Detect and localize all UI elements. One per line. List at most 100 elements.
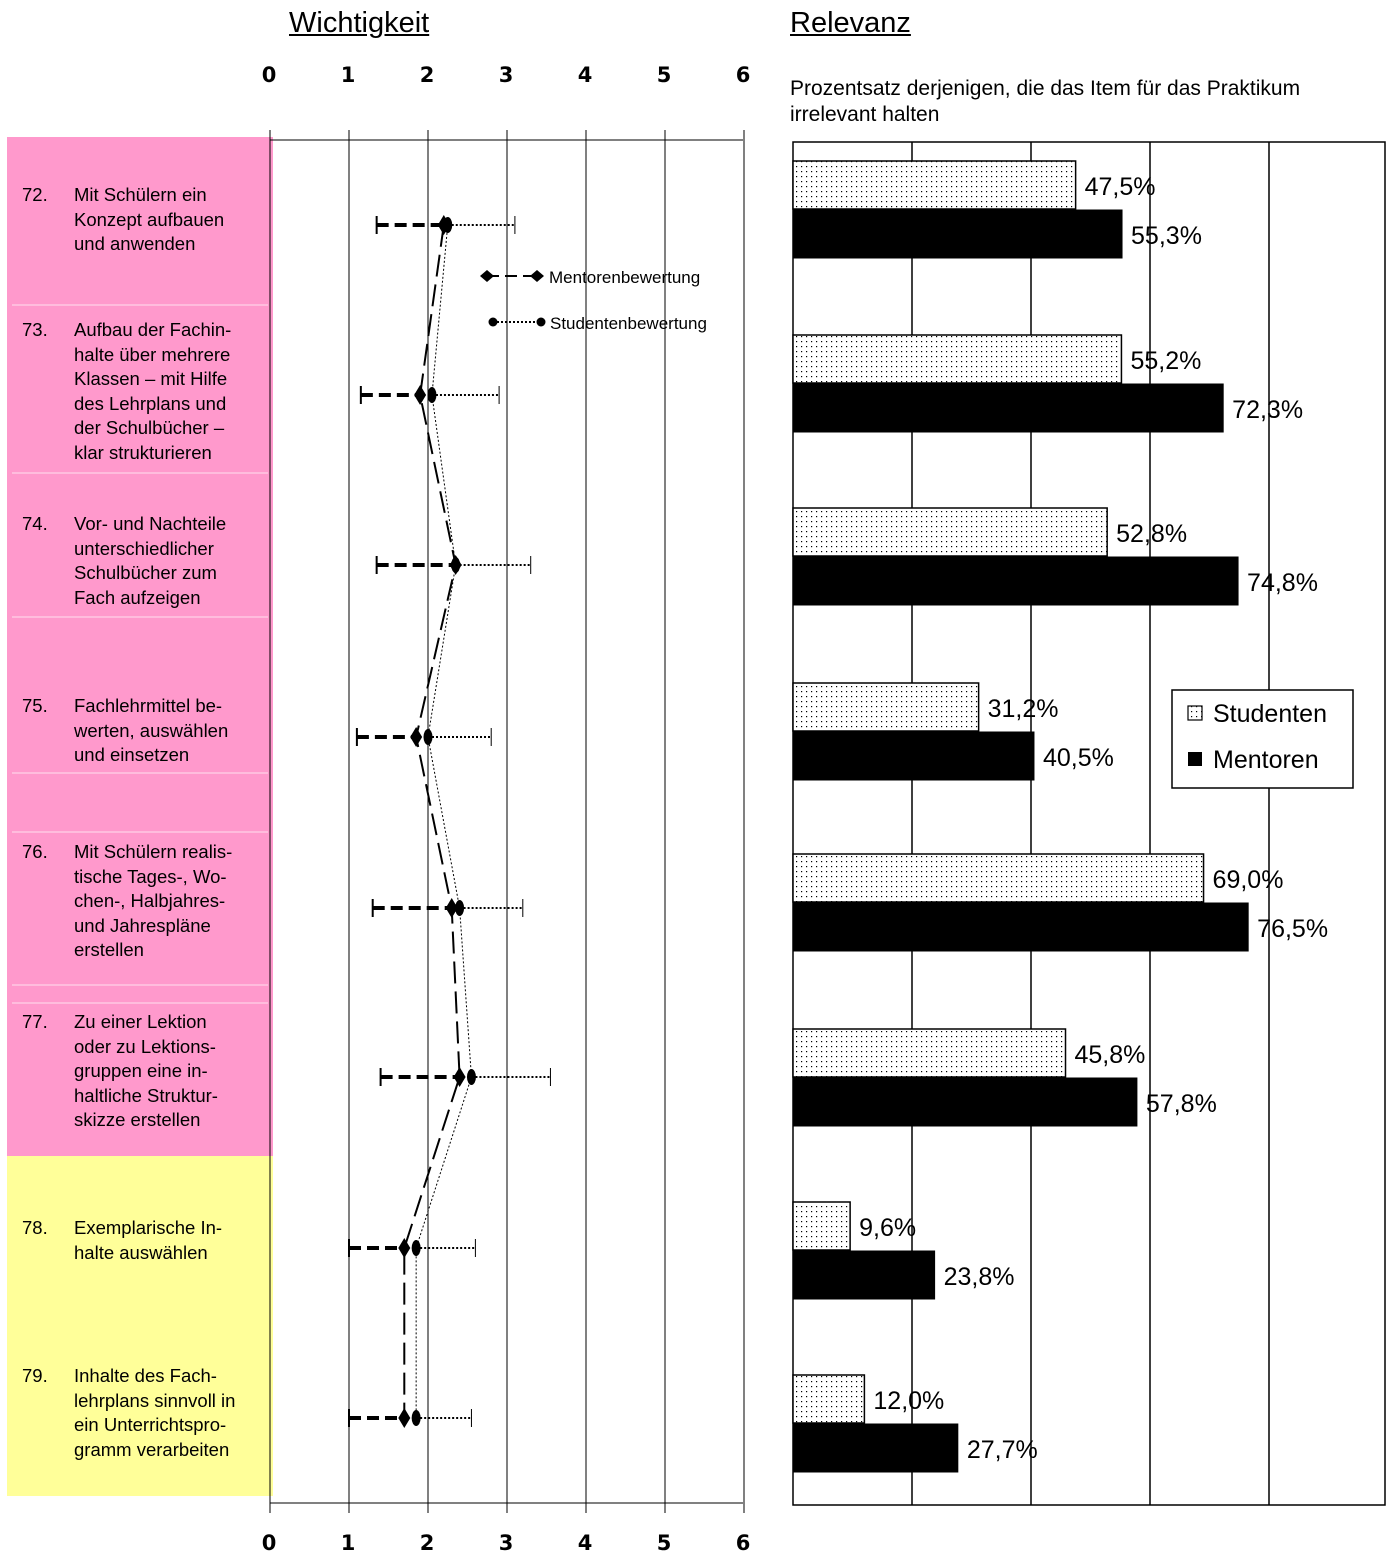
item-text: Fachlehrmittel be-werten, auswählen und e… — [74, 694, 274, 768]
studenten-bar — [792, 1028, 1067, 1078]
left-title: Wichtigkeit — [289, 7, 430, 39]
mentoren-value-label: 40,5% — [1043, 744, 1114, 772]
mentoren-bar — [792, 556, 1239, 606]
item-text: Zu einer Lektion oder zu Lektions-gruppen… — [74, 1010, 274, 1133]
x-tick-label-top: 5 — [657, 63, 674, 87]
x-tick-label-top: 6 — [736, 63, 753, 87]
mentoren-marker — [453, 1067, 466, 1087]
x-tick-label-top: 1 — [341, 63, 358, 87]
item-text: Mit Schülern realis-tische Tages-, Wo-ch… — [74, 840, 274, 963]
item-text-line: Mit Schülern realis- — [74, 841, 233, 862]
item-text-line: skizze erstellen — [74, 1109, 201, 1130]
studenten-marker — [443, 217, 453, 233]
item-text-line: gruppen eine in- — [74, 1060, 208, 1081]
item-number: 75. — [22, 695, 48, 716]
legend-studenten-label: Studenten — [1213, 700, 1327, 728]
mentoren-value-label: 76,5% — [1257, 915, 1328, 943]
item-text-line: Fach aufzeigen — [74, 586, 201, 608]
item-text-line: klar strukturieren — [74, 441, 212, 463]
studenten-bar — [792, 1374, 866, 1424]
item-text-line: lehrplans sinnvoll in — [74, 1389, 236, 1411]
legend-studenten-label: Studentenbewertung — [550, 314, 707, 333]
right-subtitle: Prozentsatz derjenigen, die das Item für… — [790, 77, 1301, 126]
studenten-value-label: 52,8% — [1116, 520, 1187, 548]
item-number: 72. — [22, 184, 48, 205]
item-text-line: der Schulbücher – — [74, 417, 225, 438]
studenten-value-label: 12,0% — [873, 1387, 944, 1415]
mentoren-marker — [398, 1238, 411, 1258]
studenten-value-label: 55,2% — [1130, 347, 1201, 375]
mentoren-value-label: 55,3% — [1131, 222, 1202, 250]
item-text-line: haltliche Struktur- — [74, 1084, 218, 1106]
legend-studenten-swatch — [1187, 705, 1203, 721]
legend-mentoren-marker — [530, 270, 544, 282]
mentoren-bar — [792, 383, 1224, 433]
studenten-marker — [423, 729, 433, 745]
item-text: Inhalte des Fach-lehrplans sinnvoll in ei… — [74, 1364, 274, 1462]
legend-mentoren-label: Mentoren — [1213, 746, 1319, 774]
studenten-bar — [792, 507, 1108, 557]
x-tick-label-bottom: 3 — [499, 1531, 516, 1553]
item-number: 73. — [22, 319, 48, 340]
studenten-marker — [427, 387, 437, 403]
item-text-line: und Jahrespläne — [74, 914, 211, 936]
item-text-line: chen-, Halbjahres- — [74, 890, 226, 911]
studenten-bar — [792, 334, 1123, 384]
legend-mentoren-label: Mentorenbewertung — [549, 268, 700, 287]
mentoren-value-label: 23,8% — [944, 1263, 1015, 1291]
studenten-value-label: 31,2% — [988, 695, 1059, 723]
item-text-line: und einsetzen — [74, 744, 190, 765]
studenten-bar — [792, 682, 980, 732]
item-text: Exemplarische In-halte auswählen — [74, 1216, 274, 1265]
item-text-line: oder zu Lektions- — [74, 1035, 216, 1057]
item-text-line: halte über mehrere — [74, 343, 231, 365]
mentoren-bar — [792, 1250, 936, 1300]
x-tick-label-top: 3 — [499, 63, 516, 87]
mentoren-marker — [445, 898, 458, 918]
studenten-marker — [466, 1069, 476, 1085]
item-text-line: Inhalte des Fach- — [74, 1365, 217, 1386]
studenten-marker — [411, 1410, 421, 1426]
legend-mentoren-marker — [480, 270, 494, 282]
studenten-marker — [451, 557, 461, 573]
item-text-line: tische Tages-, Wo- — [74, 865, 227, 887]
legend-studenten-marker — [488, 317, 498, 327]
mentoren-value-label: 74,8% — [1247, 569, 1318, 597]
studenten-bar — [792, 1201, 851, 1251]
legend-mentoren-swatch — [1188, 752, 1202, 766]
item-text-line: werten, auswählen — [74, 719, 229, 741]
studenten-bar — [792, 160, 1077, 210]
studenten-marker — [411, 1240, 421, 1256]
item-text-line: gramm verarbeiten — [74, 1438, 230, 1460]
item-text-line: ein Unterrichtspro- — [74, 1414, 227, 1435]
x-tick-label-top: 2 — [420, 63, 437, 87]
mentoren-value-label: 72,3% — [1232, 396, 1303, 424]
group-1-background — [7, 137, 273, 1156]
x-tick-label-bottom: 2 — [420, 1531, 437, 1553]
item-text: Aufbau der Fachin-halte über mehrere Klas… — [74, 318, 274, 465]
group-2-background — [7, 1156, 273, 1496]
studenten-value-label: 47,5% — [1085, 173, 1156, 201]
studenten-marker — [455, 900, 465, 916]
legend-studenten-marker — [536, 317, 546, 327]
item-text-line: Aufbau der Fachin- — [74, 319, 232, 340]
item-text: Mit Schülern ein Konzept aufbauen und anwe… — [74, 183, 274, 257]
item-text-line: unterschiedlicher — [74, 537, 214, 559]
item-number: 74. — [22, 513, 48, 534]
studenten-value-label: 69,0% — [1213, 866, 1284, 894]
mentoren-marker — [410, 727, 423, 747]
mentoren-bar — [792, 731, 1035, 781]
item-text-line: und anwenden — [74, 233, 196, 254]
item-text-line: Mit Schülern ein — [74, 184, 207, 205]
mentoren-marker — [414, 385, 427, 405]
item-text: Vor- und Nachteile unterschiedlicher Schul… — [74, 512, 274, 610]
item-text-line: Zu einer Lektion — [74, 1011, 207, 1032]
mentoren-bar — [792, 1077, 1138, 1127]
x-tick-label-top: 0 — [262, 63, 279, 87]
mentoren-bar — [792, 902, 1249, 952]
item-text-line: des Lehrplans und — [74, 392, 227, 414]
right-title: Relevanz — [790, 7, 911, 39]
x-tick-label-bottom: 4 — [578, 1531, 595, 1553]
item-text-line: Fachlehrmittel be- — [74, 695, 223, 716]
